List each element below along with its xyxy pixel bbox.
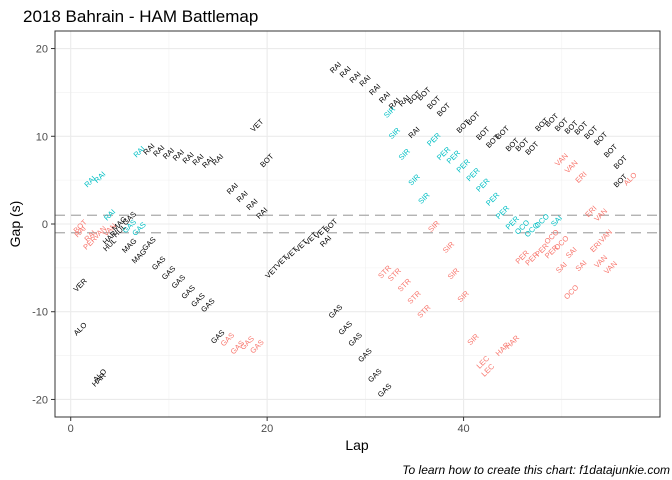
x-tick-label: 20 <box>261 423 273 435</box>
x-axis-title: Lap <box>345 437 369 453</box>
y-tick-label: 20 <box>36 44 48 56</box>
axis-ticks <box>51 48 465 421</box>
chart-caption: To learn how to create this chart: f1dat… <box>402 463 670 477</box>
y-tick-label: -10 <box>32 307 48 319</box>
y-tick-label: 10 <box>36 131 48 143</box>
reference-lines <box>55 214 660 234</box>
y-axis-tick-labels: -20 -10 0 10 20 <box>32 44 48 407</box>
x-axis-tick-labels: 0 20 40 <box>68 423 470 435</box>
x-tick-label: 0 <box>68 423 74 435</box>
y-axis-title: Gap (s) <box>7 201 23 248</box>
x-tick-label: 40 <box>457 423 469 435</box>
grid-major <box>55 31 660 417</box>
y-tick-label: -20 <box>32 394 48 406</box>
chart-title: 2018 Bahrain - HAM Battlemap <box>23 7 258 26</box>
y-tick-label: 0 <box>42 219 48 231</box>
